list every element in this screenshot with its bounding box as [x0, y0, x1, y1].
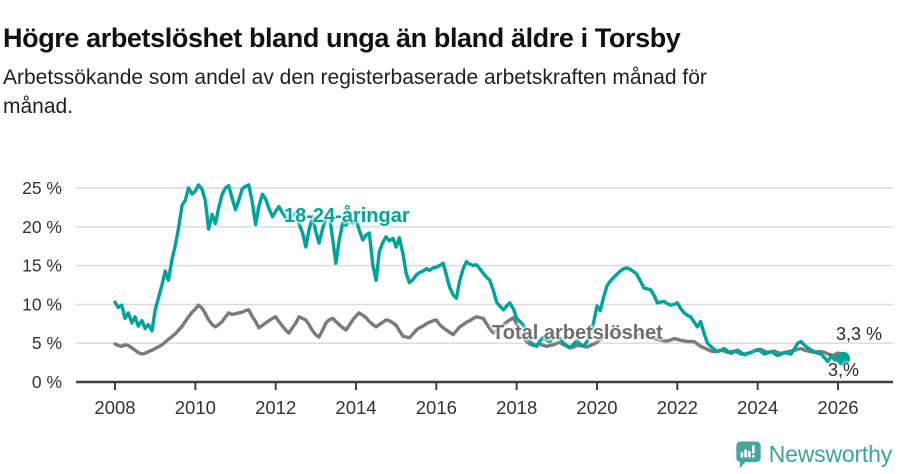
- x-axis-tick-label: 2026: [817, 397, 858, 418]
- x-axis-tick-label: 2014: [335, 397, 376, 418]
- end-value-label-total: 3,3 %: [835, 324, 882, 344]
- x-axis-tick-label: 2016: [416, 397, 457, 418]
- y-axis-tick-label: 15 %: [22, 256, 62, 276]
- newsworthy-brand-text: Newsworthy: [768, 441, 892, 467]
- newsworthy-branding: Newsworthy: [735, 440, 892, 469]
- x-axis-tick-label: 2022: [657, 397, 698, 418]
- series-end-dot-young: [836, 351, 850, 366]
- x-axis-tick-label: 2018: [496, 397, 537, 418]
- x-axis-tick-label: 2024: [737, 397, 778, 418]
- series-line-young: [113, 183, 840, 364]
- page-title: Högre arbetslöshet bland unga än bland ä…: [3, 23, 681, 54]
- series-label-young: 18-24-åringar: [284, 205, 410, 227]
- series-line-total: [113, 303, 840, 359]
- x-axis-tick-label: 2008: [94, 397, 135, 418]
- end-value-label-young: 3,%: [827, 360, 859, 380]
- y-axis-tick-label: 10 %: [22, 294, 62, 314]
- subtitle-line-1: Arbetssökande som andel av den registerb…: [3, 66, 707, 89]
- y-axis-tick-label: 5 %: [32, 333, 62, 353]
- x-axis-tick-label: 2020: [576, 397, 617, 418]
- newsworthy-logo-icon: [735, 440, 762, 469]
- series-label-total: Total arbetslöshet: [492, 322, 663, 344]
- x-axis-tick-label: 2012: [255, 397, 296, 418]
- chart-subtitle: Arbetssökande som andel av den registerb…: [3, 64, 863, 122]
- y-axis-tick-label: 25 %: [22, 178, 62, 198]
- subtitle-line-2: månad.: [3, 94, 74, 118]
- y-axis-tick-label: 0 %: [32, 372, 62, 392]
- y-axis-tick-label: 20 %: [22, 217, 62, 237]
- x-axis-tick-label: 2010: [175, 397, 216, 418]
